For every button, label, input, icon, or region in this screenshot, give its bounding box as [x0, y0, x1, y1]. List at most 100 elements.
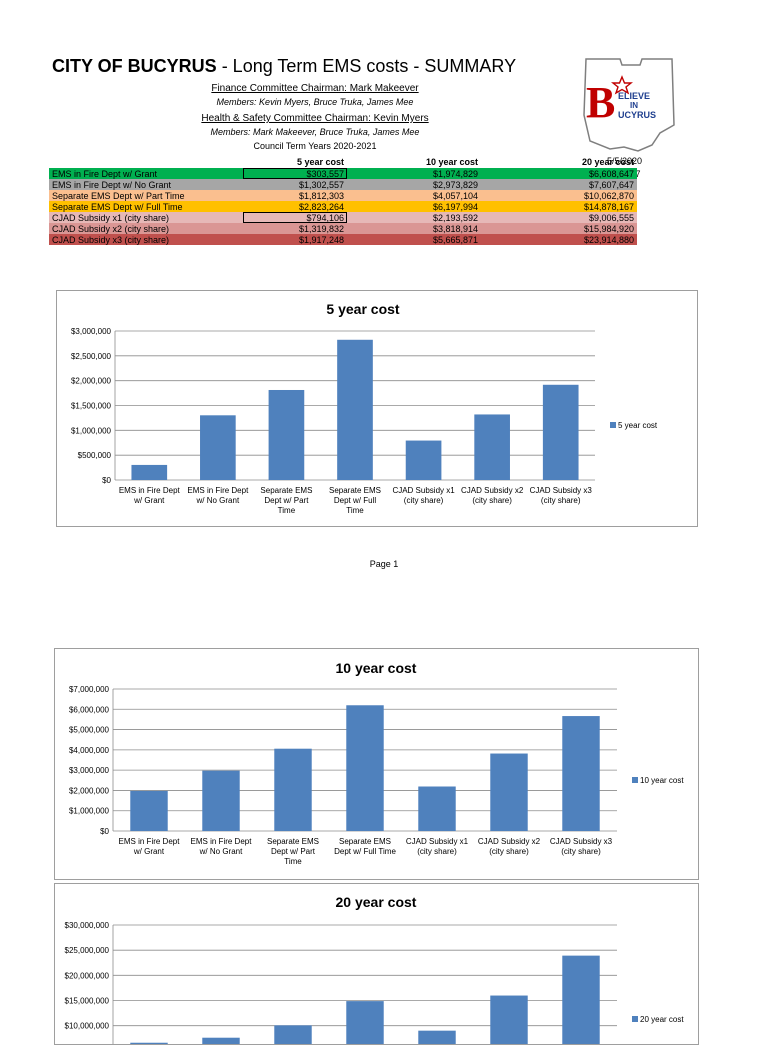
- x-tick-label: CJAD Subsidy x2: [478, 837, 541, 846]
- table-header-20yr: 20 year cost: [581, 156, 634, 167]
- x-tick-label: w/ Grant: [133, 847, 165, 856]
- y-tick-label: $3,000,000: [69, 766, 110, 775]
- legend-swatch: [632, 1016, 638, 1022]
- cost-20yr: $15,984,920: [583, 223, 634, 234]
- x-tick-label: Separate EMS: [260, 486, 312, 495]
- y-tick-label: $2,000,000: [69, 786, 110, 795]
- bar: [274, 748, 312, 831]
- cost-20yr: $14,878,167: [583, 201, 634, 212]
- star-icon: [611, 75, 633, 95]
- x-tick-label: w/ No Grant: [199, 847, 243, 856]
- y-tick-label: $1,000,000: [69, 807, 110, 816]
- cost-10yr: $6,197,994: [432, 201, 478, 212]
- y-tick-label: $4,000,000: [69, 746, 110, 755]
- bar: [268, 389, 305, 480]
- cost-10yr: $2,973,829: [432, 179, 478, 190]
- y-tick-label: $500,000: [78, 451, 112, 460]
- bar: [130, 1042, 168, 1049]
- table-row: CJAD Subsidy x2 (city share) $1,319,832 $3…: [49, 223, 637, 234]
- cost-20yr: $9,006,555: [588, 212, 634, 223]
- table-row: Separate EMS Dept w/ Part Time $1,812,303…: [49, 190, 637, 201]
- table-header-blank: [49, 155, 243, 168]
- y-tick-label: $10,000,000: [65, 1022, 110, 1031]
- logo-line3: UCYRUS: [618, 110, 656, 120]
- table-row: EMS in Fire Dept w/ Grant $303,557 $1,974,…: [49, 168, 637, 179]
- x-tick-label: Separate EMS: [339, 837, 391, 846]
- bar: [474, 414, 510, 480]
- y-tick-label: $6,000,000: [69, 705, 110, 714]
- y-tick-label: $5,000,000: [69, 726, 110, 735]
- bar: [202, 1037, 240, 1049]
- cost-10yr: $4,057,104: [432, 190, 478, 201]
- x-tick-label: CJAD Subsidy x1: [406, 837, 469, 846]
- document-revision: rev 1.7: [613, 169, 641, 179]
- cost-5yr: $303,557: [243, 168, 347, 179]
- cost-5yr: $1,319,832: [298, 223, 344, 234]
- x-tick-label: (city share): [472, 496, 512, 505]
- table-header-row: 5 year cost 10 year cost 20 year cost: [49, 155, 637, 168]
- health-chairman: Health & Safety Committee Chairman: Kevi…: [201, 113, 429, 124]
- x-tick-label: (city share): [417, 847, 457, 856]
- y-tick-label: $20,000,000: [65, 971, 110, 980]
- x-tick-label: EMS in Fire Dept: [119, 837, 181, 846]
- x-tick-label: CJAD Subsidy x3: [530, 486, 593, 495]
- y-tick-label: $2,000,000: [71, 377, 112, 386]
- cost-5yr: $1,812,303: [298, 190, 344, 201]
- x-tick-label: Dept w/ Full Time: [334, 847, 396, 856]
- row-label: CJAD Subsidy x1 (city share): [52, 212, 170, 223]
- x-tick-label: Separate EMS: [267, 837, 319, 846]
- row-label: Separate EMS Dept w/ Part Time: [52, 190, 185, 201]
- bar: [131, 464, 168, 480]
- cost-5yr: $1,917,248: [298, 234, 344, 245]
- x-tick-label: Separate EMS: [329, 486, 381, 495]
- row-label: EMS in Fire Dept w/ No Grant: [52, 179, 172, 190]
- y-tick-label: $2,500,000: [71, 352, 112, 361]
- bar: [337, 339, 373, 480]
- table-row: CJAD Subsidy x1 (city share) $794,106 $2,1…: [49, 212, 637, 223]
- x-tick-label: (city share): [561, 847, 601, 856]
- x-tick-label: CJAD Subsidy x2: [461, 486, 524, 495]
- x-tick-label: EMS in Fire Dept: [187, 486, 249, 495]
- chart-title: 5 year cost: [326, 301, 399, 317]
- cost-10yr: $2,193,592: [432, 212, 478, 223]
- chart-title: 20 year cost: [336, 894, 417, 910]
- x-tick-label: CJAD Subsidy x1: [392, 486, 455, 495]
- bar: [562, 955, 600, 1049]
- cost-10yr: $1,974,829: [432, 168, 478, 179]
- logo-line2: IN: [630, 101, 638, 110]
- logo-letter-b: B: [586, 78, 615, 127]
- x-tick-label: Time: [284, 857, 302, 866]
- bar: [346, 1001, 384, 1049]
- legend-label: 20 year cost: [640, 1015, 684, 1024]
- health-members: Members: Mark Makeever, Bruce Truka, Jam…: [210, 127, 420, 137]
- bar: [130, 790, 168, 831]
- cost-5yr: $794,106: [243, 212, 347, 223]
- bar: [490, 753, 528, 831]
- x-tick-label: (city share): [541, 496, 581, 505]
- table-row: EMS in Fire Dept w/ No Grant $1,302,557 $2…: [49, 179, 637, 190]
- table-header-5yr: 5 year cost: [296, 156, 344, 167]
- legend-swatch: [632, 777, 638, 783]
- y-tick-label: $1,500,000: [71, 402, 112, 411]
- bar: [202, 770, 240, 831]
- x-tick-label: Time: [346, 506, 364, 515]
- legend-label: 10 year cost: [640, 776, 684, 785]
- document-title: CITY OF BUCYRUS - Long Term EMS costs - …: [52, 56, 516, 77]
- logo-line1: ELIEVE: [618, 91, 650, 101]
- chart-title: 10 year cost: [336, 660, 417, 676]
- x-tick-label: (city share): [404, 496, 444, 505]
- bar: [562, 716, 600, 831]
- x-tick-label: EMS in Fire Dept: [119, 486, 181, 495]
- table-row: CJAD Subsidy x3 (city share) $1,917,248 $5…: [49, 234, 637, 245]
- y-tick-label: $1,000,000: [71, 426, 112, 435]
- cost-20yr: $6,608,647: [588, 168, 634, 179]
- document-date: 5/5/2020: [607, 156, 643, 166]
- y-tick-label: $15,000,000: [65, 997, 110, 1006]
- bar: [274, 1025, 312, 1049]
- cost-20yr: $23,914,880: [583, 234, 634, 245]
- row-label: EMS in Fire Dept w/ Grant: [52, 168, 158, 179]
- bar: [542, 384, 579, 480]
- table-row: Separate EMS Dept w/ Full Time $2,823,264…: [49, 201, 637, 212]
- title-city: CITY OF BUCYRUS: [52, 56, 217, 76]
- x-tick-label: Dept w/ Part: [271, 847, 316, 856]
